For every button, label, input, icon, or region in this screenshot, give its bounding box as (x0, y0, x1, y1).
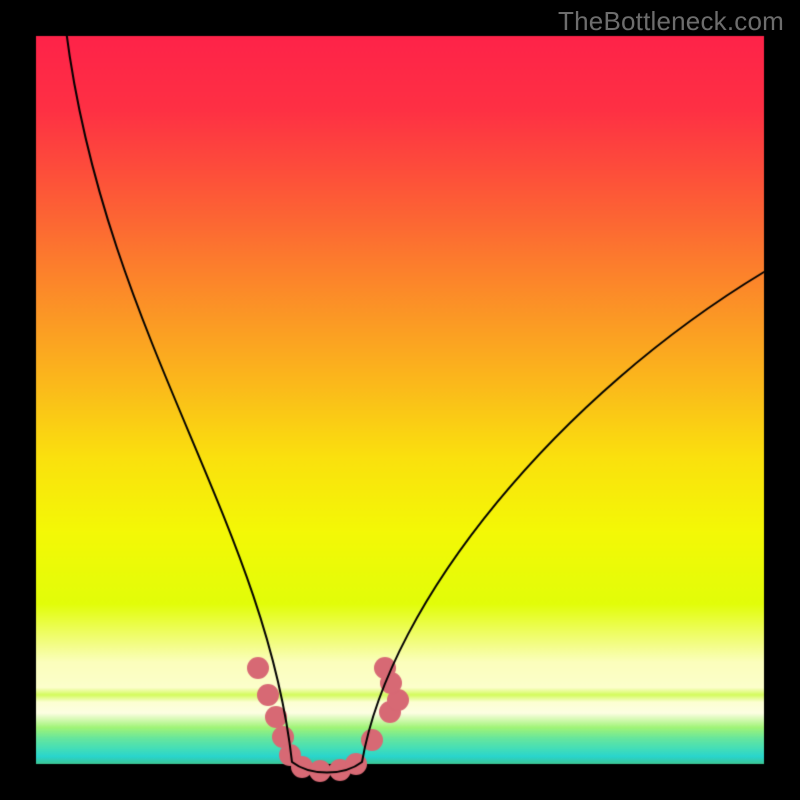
chart-stage: TheBottleneck.com (0, 0, 800, 800)
watermark-text: TheBottleneck.com (558, 6, 784, 37)
curve-overlay (0, 0, 800, 800)
